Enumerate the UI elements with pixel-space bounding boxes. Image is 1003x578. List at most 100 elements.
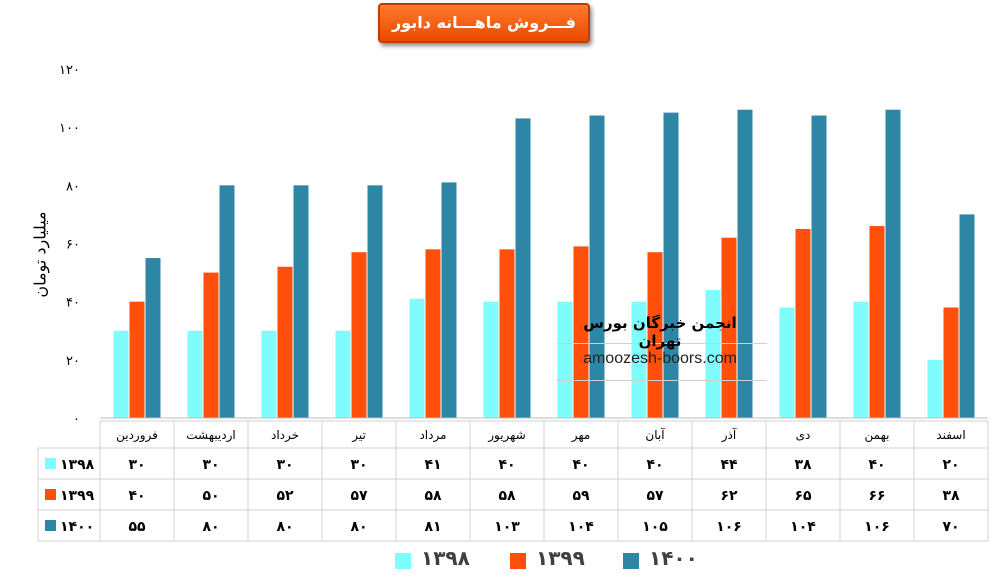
chart-title: فـــروش ماهـــانه دابور [378, 3, 590, 43]
bar-0-8 [705, 290, 721, 418]
y-tick-label: ۱۲۰ [59, 63, 80, 78]
table-cell-value: ۱۰۵ [642, 519, 668, 535]
table-cell-value: ۵۸ [424, 488, 442, 504]
bar-0-11 [927, 359, 943, 418]
table-cell-value: ۶۵ [794, 488, 812, 504]
category-label: مرداد [419, 428, 446, 443]
table-cell-value: ۴۰ [572, 457, 589, 473]
category-label: آبان [645, 427, 665, 442]
legend-swatch-1399 [510, 553, 526, 569]
bar-0-7 [631, 301, 647, 418]
bar-2-1 [219, 185, 235, 418]
bar-0-3 [335, 330, 351, 418]
legend-label-1398: ۱۳۹۸ [421, 546, 470, 570]
bar-2-0 [145, 258, 161, 418]
table-legend-key-1 [45, 489, 56, 500]
y-tick-label: ۰ [73, 412, 80, 427]
bar-1-10 [869, 226, 885, 418]
y-tick-label: ۶۰ [66, 238, 80, 253]
bar-2-8 [737, 109, 753, 418]
table-cell-value: ۸۱ [424, 519, 441, 535]
category-label: بهمن [865, 428, 890, 443]
y-tick-label: ۸۰ [66, 179, 80, 194]
table-cell-value: ۴۴ [720, 457, 738, 473]
y-tick-label: ۲۰ [66, 354, 80, 369]
table-row-label: ۱۴۰۰ [60, 519, 94, 535]
table-cell-value: ۵۰ [202, 488, 219, 504]
watermark-divider [557, 343, 767, 344]
bar-1-5 [499, 249, 515, 418]
bar-0-2 [261, 330, 277, 418]
table-cell-value: ۳۸ [942, 488, 960, 504]
bar-1-1 [203, 272, 219, 418]
table-cell-value: ۴۱ [424, 457, 441, 473]
table-cell-value: ۶۲ [720, 488, 738, 504]
legend-swatch-1400 [623, 553, 639, 569]
bar-0-10 [853, 301, 869, 418]
bar-2-2 [293, 185, 309, 418]
legend-label-1399: ۱۳۹۹ [536, 546, 585, 570]
bar-1-6 [573, 246, 589, 418]
category-label: اسفند [936, 428, 965, 442]
table-cell-value: ۶۶ [868, 488, 885, 504]
table-cell-value: ۳۰ [128, 457, 145, 473]
table-cell-value: ۴۰ [498, 457, 515, 473]
bar-0-4 [409, 298, 425, 418]
bar-0-6 [557, 301, 573, 418]
table-cell-value: ۱۰۶ [864, 519, 890, 535]
bar-1-0 [129, 301, 145, 418]
table-cell-value: ۱۰۴ [568, 519, 594, 535]
category-label: دی [796, 428, 811, 442]
category-label: شهریور [487, 428, 526, 443]
table-legend-key-2 [45, 520, 56, 531]
table-cell-value: ۸۰ [202, 519, 219, 535]
watermark-title: انجمن خبرگان بورس تهران [583, 314, 737, 350]
table-cell-value: ۱۰۴ [790, 519, 816, 535]
table-cell-value: ۵۸ [498, 488, 516, 504]
table-cell-value: ۵۲ [276, 488, 294, 504]
category-label: اردیبهشت [186, 428, 235, 443]
table-row-label: ۱۳۹۹ [60, 488, 95, 504]
category-label: خرداد [271, 428, 299, 443]
category-label: آذر [721, 427, 737, 443]
bar-0-1 [187, 330, 203, 418]
bar-1-9 [795, 228, 811, 418]
watermark-url: amoozesh-boors.com [583, 350, 737, 367]
bar-2-11 [959, 214, 975, 418]
table-cell-value: ۳۰ [276, 457, 293, 473]
bar-2-5 [515, 118, 531, 419]
table-cell-value: ۸۰ [276, 519, 293, 535]
bar-1-11 [943, 307, 959, 418]
bar-0-0 [113, 330, 129, 418]
chart-legend: ۱۳۹۸ ۱۳۹۹ ۱۴۰۰ [395, 545, 698, 575]
bar-2-9 [811, 115, 827, 419]
bar-1-3 [351, 252, 367, 418]
table-cell-value: ۳۸ [794, 457, 812, 473]
legend-swatch-1398 [395, 553, 411, 569]
table-cell-value: ۸۰ [350, 519, 367, 535]
category-label: مهر [571, 428, 591, 443]
bar-0-5 [483, 301, 499, 418]
table-legend-key-0 [45, 458, 56, 469]
bar-1-7 [647, 252, 663, 418]
bar-1-4 [425, 249, 441, 418]
y-tick-label: ۱۰۰ [59, 121, 80, 136]
bar-2-3 [367, 185, 383, 418]
table-cell-value: ۴۰ [868, 457, 885, 473]
bar-1-2 [277, 266, 293, 418]
table-cell-value: ۵۵ [128, 519, 146, 535]
table-cell-value: ۲۰ [942, 457, 959, 473]
table-cell-value: ۵۷ [646, 488, 664, 504]
table-cell-value: ۱۰۶ [716, 519, 742, 535]
table-cell-value: ۴۰ [646, 457, 663, 473]
table-row-label: ۱۳۹۸ [60, 457, 95, 473]
table-cell-value: ۳۰ [202, 457, 219, 473]
legend-label-1400: ۱۴۰۰ [649, 546, 698, 570]
y-tick-label: ۴۰ [66, 296, 80, 311]
bar-2-10 [885, 109, 901, 418]
watermark-divider [557, 380, 767, 381]
table-cell-value: ۳۰ [350, 457, 367, 473]
table-cell-value: ۵۹ [572, 488, 590, 504]
bar-0-9 [779, 307, 795, 418]
